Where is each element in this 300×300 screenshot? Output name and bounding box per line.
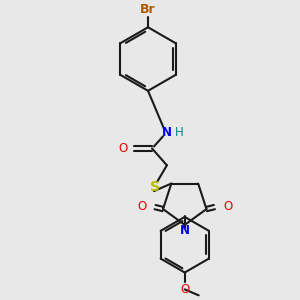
Text: O: O bbox=[223, 200, 232, 213]
Text: Br: Br bbox=[140, 3, 156, 16]
Text: H: H bbox=[175, 126, 184, 139]
Text: O: O bbox=[137, 200, 146, 213]
Text: O: O bbox=[118, 142, 127, 155]
Text: S: S bbox=[150, 180, 160, 194]
Text: O: O bbox=[180, 284, 189, 296]
Text: N: N bbox=[180, 224, 190, 237]
Text: N: N bbox=[162, 126, 172, 139]
